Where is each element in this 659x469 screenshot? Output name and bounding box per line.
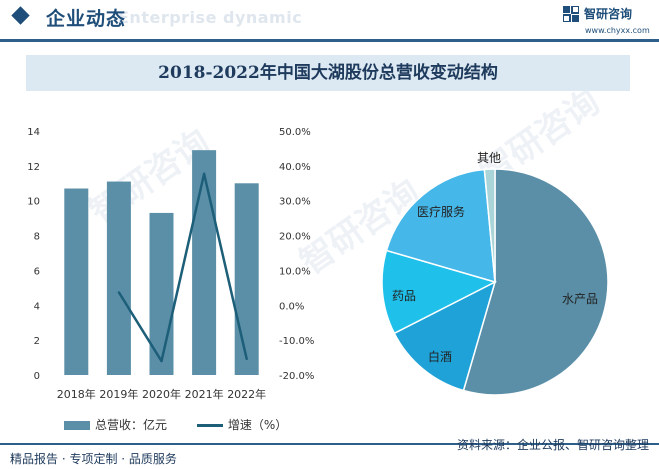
- pie-label: 医疗服务: [417, 204, 465, 219]
- brand-name: 智研咨询: [584, 7, 633, 21]
- y-left-tick-label: 2: [34, 336, 40, 347]
- y-left-tick-label: 0: [34, 371, 40, 382]
- y-right-tick-label: -20.0%: [279, 371, 314, 382]
- pie-label: 药品: [392, 289, 416, 303]
- combo-chart: 0 2 4 6 8 10 12 14 -20.0% -10.0% 0.0% 10.0% 20.0% 30.…: [27, 127, 314, 401]
- legend-bar-swatch: [64, 421, 90, 430]
- bar: [234, 183, 259, 375]
- pie-slice: [385, 168, 496, 284]
- pie-slice: [483, 168, 496, 283]
- legend-bar-label: 总营收：亿元: [95, 418, 168, 432]
- header-title: 企业动态: [46, 8, 127, 30]
- growth-point: [160, 359, 163, 363]
- page-header: Enterprise dynamic 企业动态 智研咨询 www.chyxx.c…: [0, 0, 659, 35]
- y-right-tick-label: 10.0%: [279, 266, 311, 277]
- y-right-tick-label: 30.0%: [279, 197, 311, 208]
- legend-line-swatch: [196, 424, 223, 427]
- chart-title-box: 2018-2022年中国大湖股份总营收变动结构: [26, 55, 630, 91]
- y-left-tick-label: 4: [34, 301, 40, 312]
- brand-url[interactable]: www.chyxx.com: [585, 26, 650, 35]
- footer-source: 资料来源：企业公报、智研咨询整理: [456, 438, 649, 452]
- pie-label: 水产品: [562, 292, 598, 306]
- bar: [192, 150, 217, 375]
- x-tick-label: 2021年: [185, 387, 224, 401]
- footer-tagline: 精品报告 · 专项定制 · 品质服务: [10, 452, 177, 466]
- footer-rule: [0, 443, 659, 445]
- y-left-tick-label: 8: [34, 232, 40, 243]
- y-left-tick-label: 6: [34, 266, 40, 277]
- chart-legend: 总营收：亿元 增速（%）: [64, 416, 287, 433]
- growth-point: [245, 357, 248, 361]
- pie-label: 其他: [477, 151, 501, 165]
- y-left-tick-label: 12: [27, 162, 40, 173]
- header-rule: [0, 39, 659, 42]
- bar: [64, 188, 89, 375]
- y-right-tick-label: 0.0%: [279, 301, 304, 312]
- y-left-tick-label: 10: [27, 197, 40, 208]
- growth-point: [117, 291, 121, 294]
- header-subtitle-english: Enterprise dynamic: [118, 8, 303, 27]
- legend-line-label: 增速（%）: [227, 418, 288, 432]
- pie-label: 白酒: [428, 349, 452, 364]
- growth-line: [117, 172, 248, 363]
- growth-point: [202, 172, 206, 176]
- x-tick-label: 2022年: [227, 387, 266, 401]
- bar: [106, 181, 131, 375]
- y-right-tick-label: -10.0%: [279, 336, 314, 347]
- pie-slice: [381, 249, 498, 335]
- y-right-tick-label: 50.0%: [279, 127, 311, 138]
- chart-title: 2018-2022年中国大湖股份总营收变动结构: [158, 63, 498, 83]
- x-tick-label: 2019年: [99, 387, 138, 401]
- y-right-tick-label: 40.0%: [279, 162, 311, 173]
- y-right-tick-label: 20.0%: [279, 232, 311, 243]
- x-tick-label: 2018年: [57, 387, 96, 401]
- pie-slice: [393, 280, 497, 392]
- y-left-tick-label: 14: [27, 127, 40, 138]
- bar: [149, 212, 174, 375]
- x-tick-label: 2020年: [142, 387, 181, 401]
- brand-logo-icon: [563, 6, 579, 22]
- pie-slice: [462, 168, 609, 396]
